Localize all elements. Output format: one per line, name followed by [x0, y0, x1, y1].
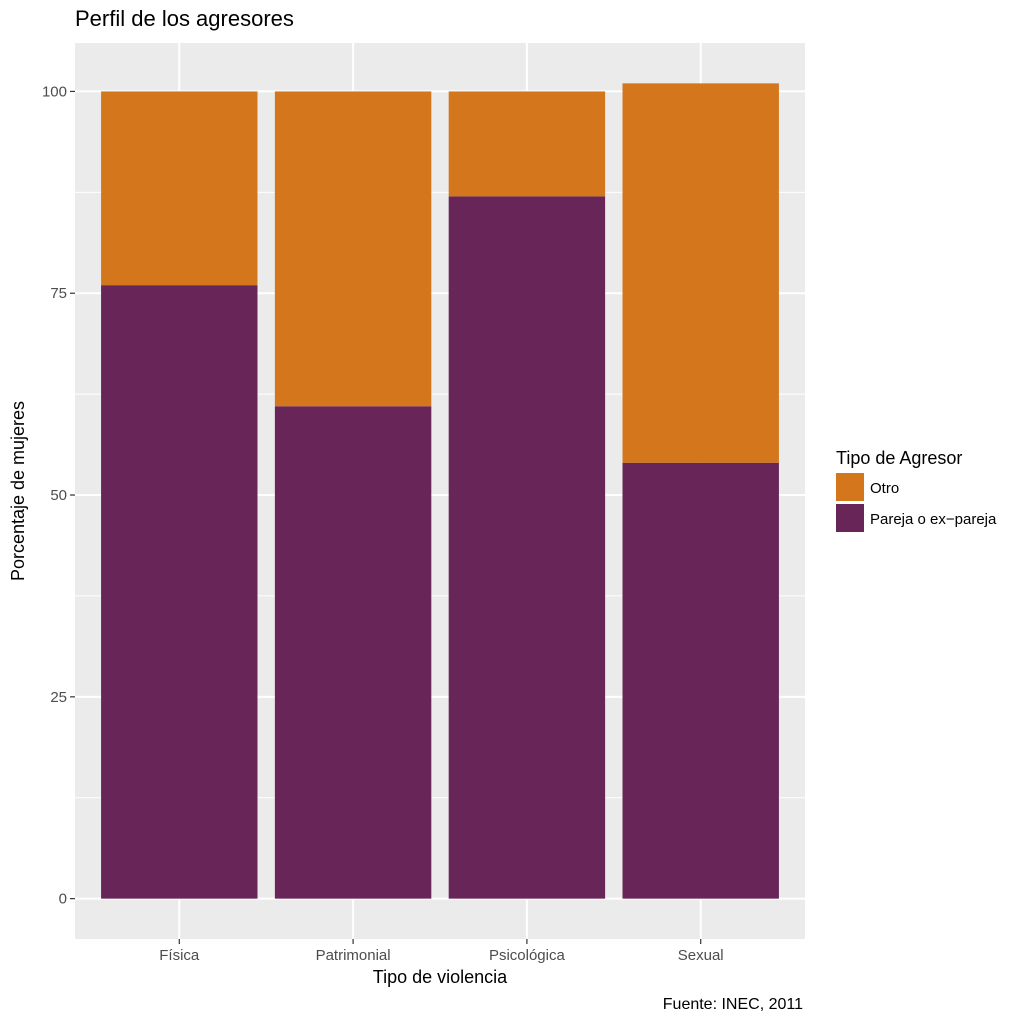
y-tick-label: 25	[50, 689, 67, 706]
y-tick-label: 50	[50, 487, 67, 504]
legend: Tipo de Agresor Otro Pareja o ex−pareja	[836, 448, 997, 532]
bar-segment-pareja-o-ex-pareja	[622, 462, 779, 899]
legend-label: Pareja o ex−pareja	[870, 511, 997, 528]
y-tick-label: 0	[59, 891, 67, 908]
chart-title: Perfil de los agresores	[75, 6, 294, 31]
bar-segment-otro	[101, 91, 258, 286]
legend-swatch	[836, 473, 864, 501]
y-tick-label: 100	[42, 83, 67, 100]
legend-swatch	[836, 504, 864, 532]
x-tick-label: Sexual	[678, 947, 724, 964]
x-axis: Física Patrimonial Psicológica Sexual	[159, 939, 724, 964]
bar-segment-pareja-o-ex-pareja	[448, 196, 606, 899]
bar-segment-pareja-o-ex-pareja	[101, 285, 258, 899]
bar-segment-otro	[622, 83, 779, 463]
bar-segment-pareja-o-ex-pareja	[274, 406, 432, 899]
y-axis: 0 25 50 75 100	[42, 83, 75, 908]
y-tick-label: 75	[50, 285, 67, 302]
legend-items: Otro Pareja o ex−pareja	[836, 473, 997, 532]
x-axis-title: Tipo de violencia	[373, 967, 508, 987]
bar-segment-otro	[274, 91, 432, 407]
x-tick-label: Psicológica	[489, 947, 566, 964]
legend-label: Otro	[870, 480, 899, 497]
x-tick-label: Física	[159, 947, 200, 964]
bar-segment-otro	[448, 91, 606, 197]
x-tick-label: Patrimonial	[316, 947, 391, 964]
chart-caption: Fuente: INEC, 2011	[663, 996, 803, 1013]
y-axis-title: Porcentaje de mujeres	[8, 401, 28, 581]
legend-title: Tipo de Agresor	[836, 448, 962, 468]
bars	[101, 83, 779, 899]
